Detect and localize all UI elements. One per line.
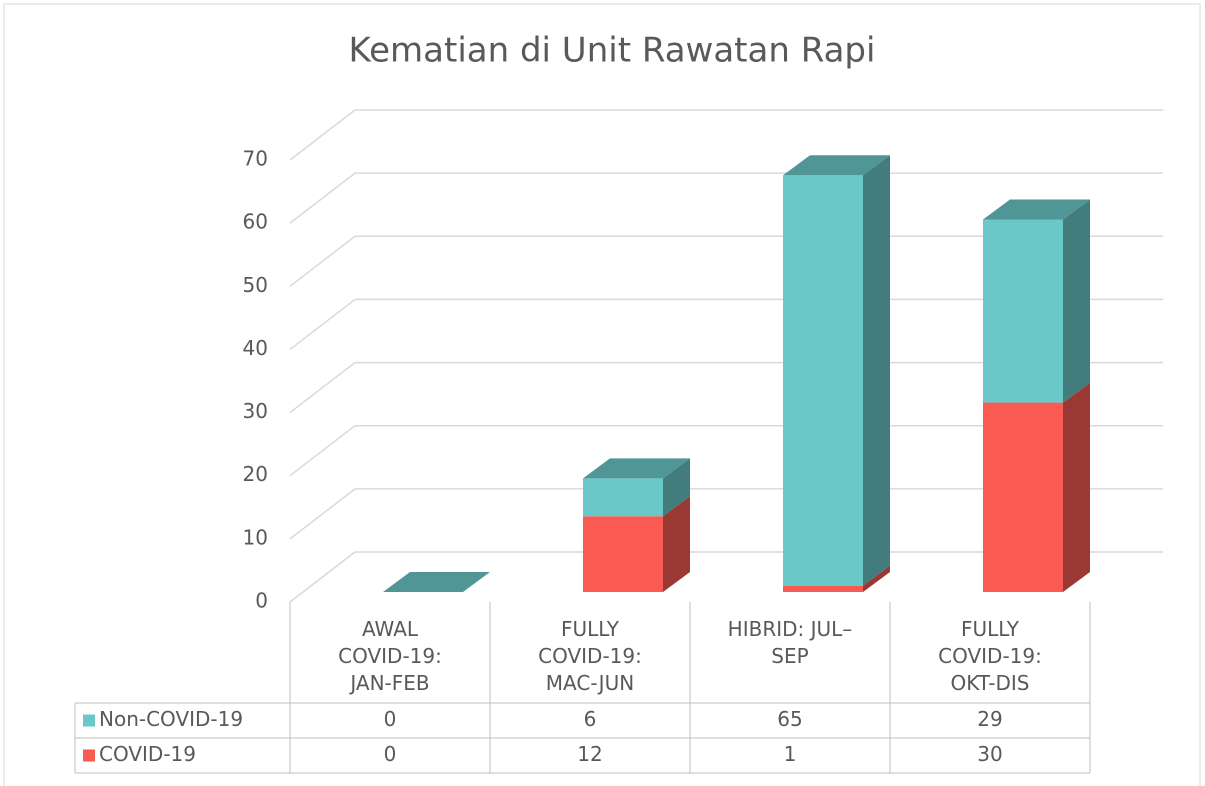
y-tick-label: 10 [243, 525, 268, 549]
bar [783, 175, 863, 586]
bar-side [663, 496, 690, 592]
table-value: 1 [784, 742, 797, 766]
legend-label: Non-COVID-19 [99, 707, 243, 731]
table-value: 29 [977, 707, 1002, 731]
table-value: 30 [977, 742, 1002, 766]
y-tick-label: 40 [243, 336, 268, 360]
y-tick-label: 30 [243, 399, 268, 423]
y-tick-label: 60 [243, 210, 268, 234]
bar-side [663, 458, 690, 517]
y-tick-label: 70 [243, 147, 268, 171]
y-tick-label: 20 [243, 462, 268, 486]
bar [583, 478, 663, 517]
bar [783, 585, 863, 592]
table-value: 0 [384, 742, 397, 766]
grid-line-side [289, 298, 356, 351]
grid-line-side [289, 551, 356, 603]
legend-swatch [83, 749, 95, 762]
table-value: 65 [777, 707, 802, 731]
grid-line-side [289, 235, 356, 287]
bar-top [383, 572, 490, 592]
table-value: 12 [577, 742, 602, 766]
bar [583, 516, 663, 592]
grid-line-side [289, 172, 356, 224]
bar-side [1063, 199, 1090, 403]
bar-top [583, 458, 690, 479]
grid-line-side [289, 425, 356, 477]
x-tick-label: FULLY COVID-19: MAC-JUN [538, 617, 642, 695]
bar-top [983, 199, 1090, 220]
x-tick-label: AWAL COVID-19: JAN-FEB [338, 617, 442, 695]
bar-side [863, 565, 890, 592]
bar-side [863, 155, 890, 586]
y-tick-label: 50 [243, 273, 268, 297]
chart-border [3, 3, 1201, 786]
table-value: 0 [384, 707, 397, 731]
bar-top [783, 155, 890, 176]
bar [983, 402, 1063, 592]
chart-title: Kematian di Unit Rawatan Rapi [349, 31, 876, 71]
bar [983, 219, 1063, 403]
grid-line-side [289, 488, 356, 540]
y-tick-label: 0 [255, 589, 268, 613]
grid-line-side [289, 361, 356, 414]
x-tick-label: HIBRID: JUL–SEP [727, 617, 853, 668]
legend-label: COVID-19 [99, 742, 196, 766]
legend-swatch [83, 714, 95, 727]
table-value: 6 [584, 707, 597, 731]
x-tick-label: FULLY COVID-19: OKT-DIS [938, 617, 1042, 695]
bar-side [1063, 382, 1090, 592]
grid-line-side [289, 109, 356, 161]
